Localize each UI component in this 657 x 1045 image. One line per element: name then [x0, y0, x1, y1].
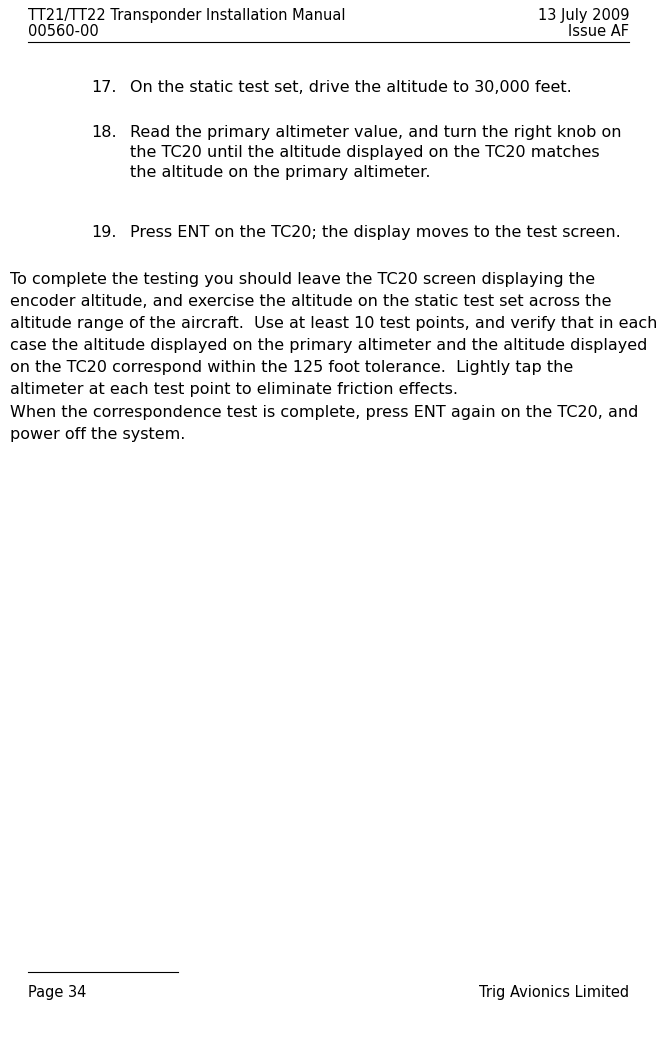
Text: To complete the testing you should leave the TC20 screen displaying the: To complete the testing you should leave…: [10, 272, 595, 287]
Text: the TC20 until the altitude displayed on the TC20 matches: the TC20 until the altitude displayed on…: [130, 145, 600, 160]
Text: the altitude on the primary altimeter.: the altitude on the primary altimeter.: [130, 165, 430, 180]
Text: On the static test set, drive the altitude to 30,000 feet.: On the static test set, drive the altitu…: [130, 80, 572, 95]
Text: on the TC20 correspond within the 125 foot tolerance.  Lightly tap the: on the TC20 correspond within the 125 fo…: [10, 359, 574, 375]
Text: 13 July 2009: 13 July 2009: [537, 8, 629, 23]
Text: Issue AF: Issue AF: [568, 24, 629, 39]
Text: TT21/TT22 Transponder Installation Manual: TT21/TT22 Transponder Installation Manua…: [28, 8, 346, 23]
Text: case the altitude displayed on the primary altimeter and the altitude displayed: case the altitude displayed on the prima…: [10, 338, 647, 353]
Text: Trig Avionics Limited: Trig Avionics Limited: [479, 985, 629, 1000]
Text: power off the system.: power off the system.: [10, 427, 185, 442]
Text: altimeter at each test point to eliminate friction effects.: altimeter at each test point to eliminat…: [10, 382, 458, 397]
Text: When the correspondence test is complete, press ENT again on the TC20, and: When the correspondence test is complete…: [10, 405, 639, 420]
Text: 19.: 19.: [91, 225, 117, 240]
Text: 18.: 18.: [91, 125, 117, 140]
Text: 00560-00: 00560-00: [28, 24, 99, 39]
Text: altitude range of the aircraft.  Use at least 10 test points, and verify that in: altitude range of the aircraft. Use at l…: [10, 316, 657, 331]
Text: 17.: 17.: [91, 80, 117, 95]
Text: Press ENT on the TC20; the display moves to the test screen.: Press ENT on the TC20; the display moves…: [130, 225, 621, 240]
Text: Page 34: Page 34: [28, 985, 86, 1000]
Text: encoder altitude, and exercise the altitude on the static test set across the: encoder altitude, and exercise the altit…: [10, 294, 612, 309]
Text: Read the primary altimeter value, and turn the right knob on: Read the primary altimeter value, and tu…: [130, 125, 622, 140]
